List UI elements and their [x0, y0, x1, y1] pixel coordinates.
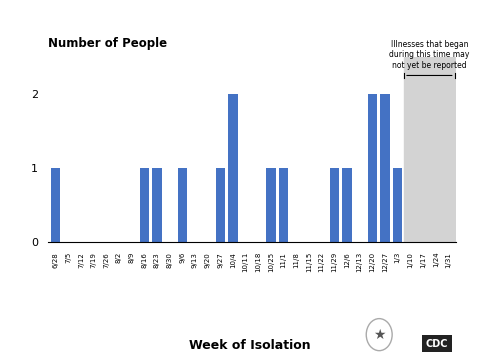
Bar: [393, 168, 402, 242]
Text: Week of Isolation: Week of Isolation: [189, 339, 311, 352]
Bar: [153, 168, 162, 242]
Bar: [228, 94, 238, 242]
Text: Number of People: Number of People: [48, 37, 167, 50]
Bar: [140, 168, 149, 242]
Text: Illnesses that began
during this time may
not yet be reported: Illnesses that began during this time ma…: [389, 40, 469, 69]
Bar: [51, 168, 60, 242]
Bar: [342, 168, 351, 242]
Bar: [266, 168, 276, 242]
Text: ★: ★: [373, 328, 385, 342]
Text: CDC: CDC: [426, 339, 448, 349]
Bar: [368, 94, 377, 242]
Bar: [279, 168, 288, 242]
Bar: [404, 57, 455, 242]
Bar: [381, 94, 390, 242]
Bar: [216, 168, 225, 242]
Bar: [330, 168, 339, 242]
Bar: [178, 168, 187, 242]
